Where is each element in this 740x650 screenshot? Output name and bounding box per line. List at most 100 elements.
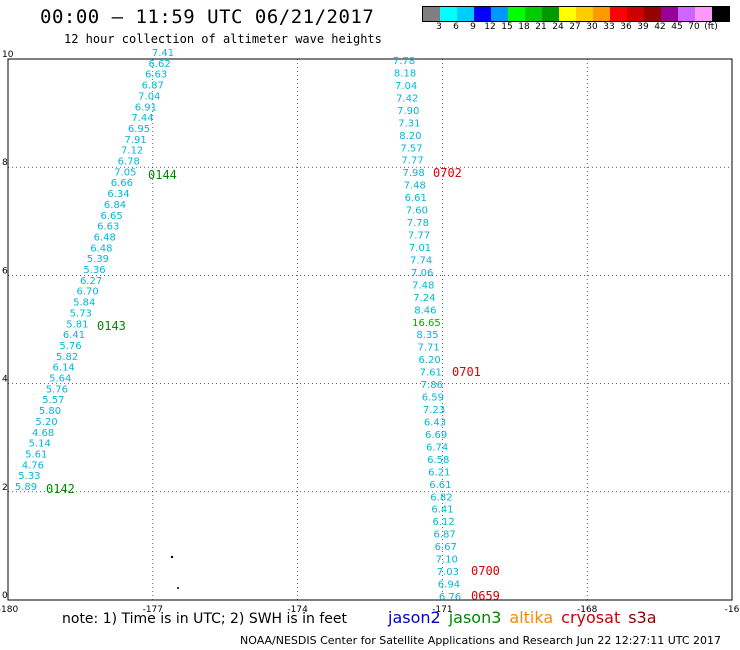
wave-height-label: 6.78: [118, 157, 140, 168]
color-swatch: [474, 7, 491, 21]
wave-height-label: 5.76: [59, 341, 81, 352]
color-swatch: [712, 7, 729, 21]
wave-height-label: 7.98: [402, 168, 424, 179]
wave-height-label: 7.01: [409, 243, 431, 254]
wave-height-label: 5.61: [25, 449, 47, 460]
wave-height-label: 5.36: [83, 265, 105, 276]
wave-height-label: 7.03: [437, 567, 459, 578]
color-swatch: [661, 7, 678, 21]
pass-time-label: 0659: [471, 589, 500, 603]
wave-height-label: 6.87: [434, 530, 456, 541]
color-scale-label: 15: [501, 22, 513, 32]
wave-height-label: 6.82: [430, 492, 452, 503]
wave-height-label: 8.20: [399, 131, 421, 142]
wave-height-label: 5.73: [70, 308, 92, 319]
wave-height-label: 6.91: [135, 102, 157, 113]
legend-altika: altika: [509, 608, 554, 627]
pass-time-label: 0142: [46, 482, 75, 496]
data-dot: [177, 587, 179, 589]
wave-height-label: 6.95: [128, 124, 150, 135]
color-swatch: [644, 7, 661, 21]
color-scale-label: 12: [484, 22, 496, 32]
wave-height-label: 7.31: [398, 118, 420, 129]
wave-height-label: 6.63: [145, 70, 167, 81]
wave-height-label: 6.58: [427, 455, 449, 466]
color-scale-label: 9: [470, 22, 476, 32]
wave-height-label: 5.89: [15, 482, 37, 493]
satellite-legend: jason2 jason3 altika cryosat s3a: [388, 608, 665, 628]
wave-height-label: 6.41: [431, 505, 453, 516]
wave-height-label: 16.65: [412, 318, 441, 329]
wave-height-label: 7.48: [412, 280, 434, 291]
wave-height-label: 7.61: [420, 368, 442, 379]
wave-height-label: 6.21: [428, 467, 450, 478]
wave-height-label: 6.62: [148, 59, 170, 70]
credit-line: NOAA/NESDIS Center for Satellite Applica…: [240, 634, 722, 647]
wave-height-label: 7.60: [406, 206, 428, 217]
wave-height-label: 6.84: [104, 200, 126, 211]
color-scale-label: 3: [436, 22, 442, 32]
x-tick-label: -16: [725, 605, 740, 615]
color-swatch: [525, 7, 542, 21]
wave-height-label: 4.68: [32, 428, 54, 439]
wave-height-label: 7.91: [124, 135, 146, 146]
y-tick-label: 2: [2, 483, 8, 493]
color-swatch: [423, 7, 440, 21]
wave-height-label: 4.76: [22, 460, 44, 471]
wave-height-label: 7.41: [152, 48, 174, 59]
y-tick-label: 10: [2, 50, 14, 60]
wave-height-label: 7.77: [408, 231, 430, 242]
color-swatch: [491, 7, 508, 21]
wave-height-label: 7.78: [393, 56, 415, 67]
color-scale-label: 21: [535, 22, 547, 32]
wave-height-label: 5.33: [18, 471, 40, 482]
pass-time-label: 0700: [471, 564, 500, 578]
color-swatch: [440, 7, 457, 21]
x-tick-label: -174: [287, 605, 308, 615]
color-swatch: [508, 7, 525, 21]
wave-height-label: 7.71: [417, 343, 439, 354]
wave-height-label: 6.61: [405, 193, 427, 204]
wave-height-label: 7.57: [400, 143, 422, 154]
pass-time-label: 0143: [97, 319, 126, 333]
wave-height-label: 6.94: [438, 580, 460, 591]
wave-height-label: 6.48: [94, 232, 116, 243]
wave-height-label: 6.76: [439, 592, 461, 603]
wave-height-label: 5.76: [46, 384, 68, 395]
wave-height-label: 5.81: [66, 319, 88, 330]
color-scale-label: 45: [671, 22, 683, 32]
data-dot: [170, 555, 174, 559]
wave-height-label: 6.65: [100, 211, 122, 222]
wave-height-label: 5.80: [39, 406, 61, 417]
legend-cryosat: cryosat: [561, 608, 621, 627]
page-title: 00:00 – 11:59 UTC 06/21/2017: [40, 6, 375, 28]
wave-height-label: 6.69: [425, 430, 447, 441]
color-scale-label: 39: [637, 22, 649, 32]
legend-jason3: jason3: [448, 608, 502, 627]
color-scale-label: 27: [569, 22, 581, 32]
wave-height-label: 6.70: [77, 287, 99, 298]
y-tick-label: 8: [2, 158, 8, 168]
wave-height-label: 5.64: [49, 374, 71, 385]
y-tick-label: 0: [2, 591, 8, 601]
color-scale-label: 70: [688, 22, 700, 32]
wave-height-label: 7.90: [397, 106, 419, 117]
wave-height-label: 6.48: [90, 243, 112, 254]
footer-note: note: 1) Time is in UTC; 2) SWH is in fe…: [62, 611, 348, 627]
color-swatch: [542, 7, 559, 21]
color-scale-label: 24: [552, 22, 564, 32]
color-scale-unit: (ft): [704, 22, 718, 32]
color-scale-label: 18: [518, 22, 530, 32]
wave-height-label: 5.20: [35, 417, 57, 428]
x-tick-label: -168: [577, 605, 598, 615]
wave-height-label: 7.42: [396, 93, 418, 104]
wave-height-label: 7.86: [421, 380, 443, 391]
pass-time-label: 0702: [433, 166, 462, 180]
color-swatch: [610, 7, 627, 21]
wave-height-label: 7.78: [407, 218, 429, 229]
color-swatch: [457, 7, 474, 21]
wave-height-label: 7.10: [436, 555, 458, 566]
wave-height-label: 6.12: [432, 517, 454, 528]
wave-height-label: 6.14: [53, 363, 75, 374]
